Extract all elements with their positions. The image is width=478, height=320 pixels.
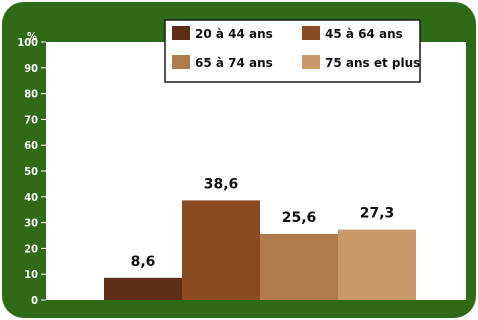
y-tick-label: 70 xyxy=(24,113,38,126)
legend-swatch-1 xyxy=(172,26,190,40)
bar-value-label-4: 27,3 xyxy=(360,206,395,222)
y-tick-label: 80 xyxy=(24,88,38,101)
y-axis-title: % xyxy=(27,30,37,43)
y-tick-label: 50 xyxy=(24,165,38,178)
legend-swatch-4 xyxy=(302,55,320,69)
y-tick-label: 90 xyxy=(24,62,38,75)
bar-value-label-1: 8,6 xyxy=(131,254,156,270)
bar-value-label-3: 25,6 xyxy=(282,210,317,226)
data-labels: 8,6 38,6 25,6 27,3 xyxy=(131,176,395,269)
y-tick-label: 60 xyxy=(24,139,38,152)
bar-2 xyxy=(182,200,260,300)
y-axis: 0 10 20 30 40 50 60 70 80 90 100 xyxy=(17,36,46,307)
legend-label-1: 20 à 44 ans xyxy=(195,27,273,41)
bar-value-label-2: 38,6 xyxy=(204,176,239,192)
y-tick-label: 0 xyxy=(31,294,38,307)
legend-box xyxy=(164,19,421,83)
legend: 20 à 44 ans 45 à 64 ans 65 à 74 ans 75 ans … xyxy=(164,19,421,83)
bar-4 xyxy=(338,229,416,300)
y-tick-label: 100 xyxy=(17,36,38,49)
bars xyxy=(104,200,416,300)
bar-3 xyxy=(260,233,338,300)
y-tick-label: 10 xyxy=(24,268,38,281)
bar-1 xyxy=(104,277,182,300)
legend-label-4: 75 ans et plus xyxy=(325,56,420,70)
legend-swatch-2 xyxy=(302,26,320,40)
y-tick-label: 20 xyxy=(24,242,38,255)
legend-label-3: 65 à 74 ans xyxy=(195,56,273,70)
legend-label-2: 45 à 64 ans xyxy=(325,27,403,41)
legend-swatch-3 xyxy=(172,55,190,69)
y-tick-label: 30 xyxy=(24,217,38,230)
y-tick-label: 40 xyxy=(24,191,38,204)
